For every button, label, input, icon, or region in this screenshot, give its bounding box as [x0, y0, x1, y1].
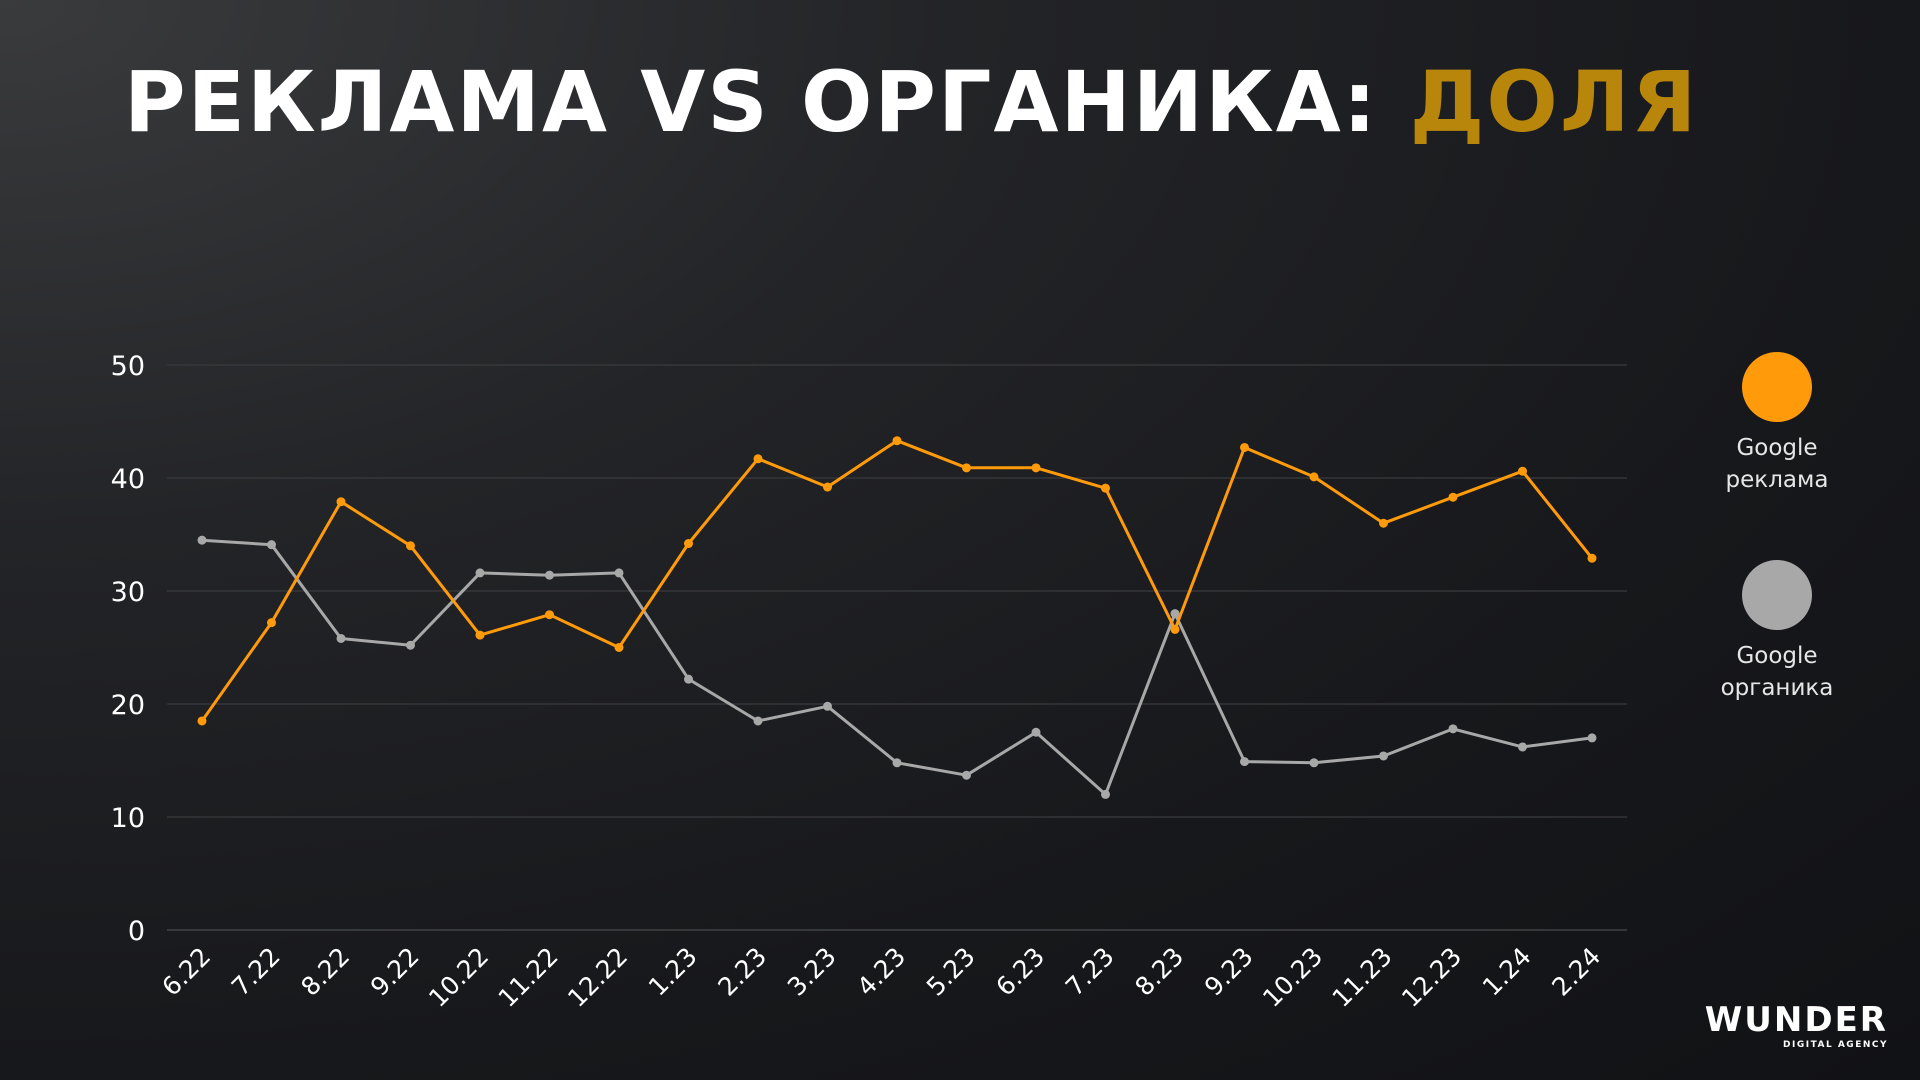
data-point-organic-2.23: [753, 716, 763, 726]
data-point-ads-7.22: [267, 618, 276, 628]
logo-main-text: WUNDER: [1704, 1000, 1888, 1040]
x-tick-label-9.23: 9.23: [1199, 942, 1259, 1002]
data-point-ads-3.23: [823, 482, 832, 492]
legend-label-ads-line2: реклама: [1725, 467, 1829, 494]
legend-item-organic: Google органика: [1697, 560, 1857, 704]
data-point-organic-7.22: [267, 540, 276, 550]
x-tick-label-10.23: 10.23: [1257, 942, 1328, 1013]
data-point-organic-1.23: [684, 674, 693, 684]
x-tick-label-2.24: 2.24: [1546, 942, 1606, 1002]
data-point-ads-7.23: [1101, 483, 1110, 493]
data-point-organic-4.23: [892, 758, 902, 768]
legend-label-ads: Google реклама: [1697, 432, 1857, 496]
data-point-ads-1.23: [684, 539, 693, 549]
x-tick-label-4.23: 4.23: [851, 942, 911, 1002]
data-point-ads-2.23: [753, 454, 763, 464]
legend-label-organic: Google органика: [1697, 640, 1857, 704]
data-point-ads-2.24: [1587, 553, 1597, 563]
x-tick-label-6.23: 6.23: [990, 942, 1050, 1002]
x-tick-label-8.23: 8.23: [1129, 942, 1189, 1002]
data-point-organic-8.22: [336, 633, 346, 643]
x-tick-label-1.24: 1.24: [1477, 942, 1537, 1002]
data-point-ads-10.23: [1309, 472, 1319, 482]
data-point-organic-11.23: [1379, 751, 1388, 761]
data-point-ads-11.23: [1379, 518, 1388, 528]
legend-item-ads: Google реклама: [1697, 352, 1857, 496]
legend-dot-ads-icon: [1742, 352, 1812, 422]
data-point-ads-12.23: [1448, 492, 1458, 502]
data-point-ads-8.23: [1170, 624, 1180, 634]
x-tick-label-12.22: 12.22: [562, 942, 633, 1013]
data-point-organic-6.23: [1031, 727, 1041, 737]
data-point-ads-6.23: [1031, 463, 1041, 473]
y-tick-label-30: 30: [111, 577, 145, 608]
data-point-ads-1.24: [1518, 466, 1527, 476]
data-point-organic-9.23: [1240, 757, 1249, 767]
x-tick-label-1.23: 1.23: [643, 942, 703, 1002]
data-point-ads-5.23: [962, 463, 971, 473]
data-point-organic-12.23: [1448, 724, 1458, 734]
data-point-organic-8.23: [1170, 609, 1180, 619]
page-title: РЕКЛАМА VS ОРГАНИКА: ДОЛЯ: [124, 52, 1698, 153]
x-tick-label-7.23: 7.23: [1060, 942, 1120, 1002]
legend-dot-organic-icon: [1742, 560, 1812, 630]
legend-label-organic-line2: органика: [1720, 675, 1834, 702]
title-main: РЕКЛАМА VS ОРГАНИКА:: [124, 53, 1379, 151]
x-tick-label-11.22: 11.22: [493, 942, 564, 1013]
y-tick-label-10: 10: [111, 803, 145, 834]
data-point-organic-2.24: [1587, 733, 1597, 743]
data-point-organic-12.22: [614, 568, 624, 578]
data-point-ads-10.22: [475, 630, 485, 640]
data-point-ads-11.22: [545, 610, 554, 620]
x-tick-label-10.22: 10.22: [423, 942, 494, 1013]
data-point-organic-10.22: [475, 568, 485, 578]
x-tick-label-12.23: 12.23: [1396, 942, 1467, 1013]
y-tick-label-0: 0: [128, 916, 145, 947]
data-point-organic-10.23: [1309, 758, 1319, 768]
data-point-organic-1.24: [1518, 742, 1527, 752]
y-tick-label-50: 50: [111, 351, 145, 382]
data-point-organic-5.23: [962, 770, 971, 780]
x-tick-label-9.22: 9.22: [365, 942, 425, 1002]
data-point-ads-8.22: [336, 497, 346, 507]
x-tick-label-7.22: 7.22: [226, 942, 286, 1002]
wunder-logo: WUNDER DIGITAL AGENCY: [1705, 1003, 1888, 1050]
x-tick-label-2.23: 2.23: [712, 942, 772, 1002]
title-accent: ДОЛЯ: [1409, 53, 1699, 151]
y-tick-label-20: 20: [111, 690, 145, 721]
x-tick-label-8.22: 8.22: [295, 942, 355, 1002]
x-tick-label-5.23: 5.23: [921, 942, 981, 1002]
data-point-ads-9.22: [406, 541, 415, 551]
x-tick-label-3.23: 3.23: [782, 942, 842, 1002]
data-point-organic-6.22: [197, 535, 207, 545]
data-point-ads-9.23: [1240, 442, 1249, 452]
data-point-ads-4.23: [892, 436, 902, 446]
data-point-organic-3.23: [823, 701, 832, 711]
legend-label-ads-line1: Google: [1736, 435, 1818, 461]
logo-sub-text: DIGITAL AGENCY: [1783, 1040, 1888, 1050]
data-point-organic-7.23: [1101, 789, 1110, 799]
legend-label-organic-line1: Google: [1736, 643, 1818, 669]
series-line-ads: [200, 439, 1594, 723]
data-point-organic-11.22: [545, 570, 554, 580]
x-tick-label-6.22: 6.22: [156, 942, 216, 1002]
data-point-ads-12.22: [614, 643, 624, 652]
data-point-organic-9.22: [406, 640, 415, 650]
data-point-ads-6.22: [197, 716, 207, 726]
y-tick-label-40: 40: [111, 464, 145, 495]
x-tick-label-11.23: 11.23: [1327, 942, 1398, 1013]
